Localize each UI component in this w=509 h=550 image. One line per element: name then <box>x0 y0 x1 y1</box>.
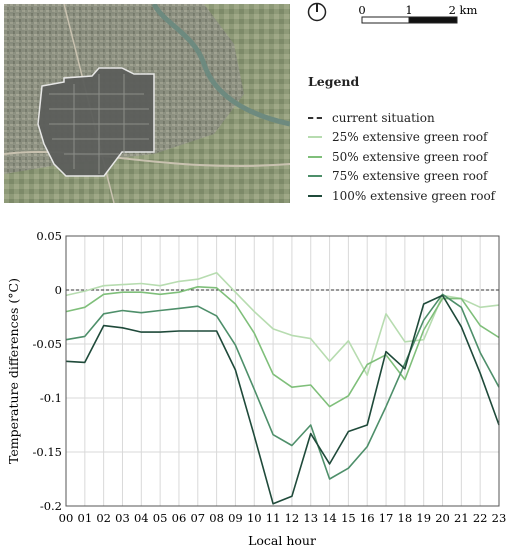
legend-swatch <box>308 194 322 197</box>
road-1 <box>4 150 290 168</box>
legend-label: 75% extensive green roof <box>332 169 488 184</box>
x-tick-label: 18 <box>398 511 413 525</box>
y-tick-label: 0.05 <box>36 229 62 243</box>
y-tick-label: -0.1 <box>40 391 62 405</box>
x-tick-label: 19 <box>416 511 431 525</box>
x-tick-label: 14 <box>322 511 337 525</box>
x-tick-label: 02 <box>96 511 111 525</box>
legend-swatch <box>308 136 322 139</box>
x-tick-label: 09 <box>228 511 243 525</box>
ticks: 00 01 02 03 04 05 06 07 08 09 10 11 12 13 14 15 16 17 18 19… <box>33 229 507 525</box>
legend-item-current: current situation <box>308 108 508 128</box>
x-tick-label: 23 <box>492 511 507 525</box>
y-tick-label: -0.05 <box>33 337 63 351</box>
legend-item-100: 100% extensive green roof <box>308 186 508 206</box>
legend-item-75: 75% extensive green roof <box>308 167 508 187</box>
x-tick-label: 17 <box>379 511 394 525</box>
x-tick-label: 16 <box>360 511 375 525</box>
legend-swatch <box>308 175 322 178</box>
x-tick-label: 08 <box>209 511 224 525</box>
legend-label: 100% extensive green roof <box>332 188 496 203</box>
y-tick-label: 0 <box>55 283 62 297</box>
x-tick-label: 22 <box>473 511 488 525</box>
river <box>151 4 290 127</box>
x-tick-label: 04 <box>134 511 149 525</box>
study-area <box>37 67 155 177</box>
scale-bar: 0 1 2 km <box>307 2 478 24</box>
scale-segment-black <box>408 16 458 24</box>
temperature-chart: 00 01 02 03 04 05 06 07 08 09 10 11 12 13 14 15 16 17 18 19… <box>6 229 507 548</box>
legend-swatch <box>308 155 322 158</box>
legend-item-25: 25% extensive green roof <box>308 128 508 148</box>
x-tick-label: 00 <box>59 511 74 525</box>
legend-item-50: 50% extensive green roof <box>308 147 508 167</box>
series-line-100-extensive-green-roof <box>65 294 500 505</box>
x-tick-label: 07 <box>190 511 205 525</box>
x-axis-label: Local hour <box>248 533 316 548</box>
x-tick-label: 06 <box>172 511 187 525</box>
x-tick-label: 21 <box>454 511 469 525</box>
series-line-75-extensive-green-roof <box>65 293 500 480</box>
grid <box>65 235 500 507</box>
y-tick-label: -0.2 <box>40 499 62 513</box>
aerial-map <box>4 4 290 203</box>
x-tick-label: 11 <box>266 511 281 525</box>
legend-label: current situation <box>332 110 435 125</box>
x-tick-label: 12 <box>285 511 300 525</box>
legend: Legend current situation 25% extensive g… <box>308 74 508 206</box>
y-axis-label: Temperature differences (°C) <box>6 278 21 464</box>
scale-label-2: 2 km <box>449 3 478 17</box>
legend-label: 50% extensive green roof <box>332 149 488 164</box>
plot-frame <box>65 235 500 507</box>
x-tick-label: 10 <box>247 511 262 525</box>
scale-segment-white <box>361 16 410 24</box>
x-tick-label: 15 <box>341 511 356 525</box>
x-tick-label: 03 <box>115 511 130 525</box>
north-arrow-icon <box>307 2 327 22</box>
legend-title: Legend <box>308 74 360 89</box>
x-tick-label: 05 <box>153 511 168 525</box>
legend-label: 25% extensive green roof <box>332 130 488 145</box>
scale-label-1: 1 <box>405 3 412 17</box>
series-group <box>65 271 500 505</box>
scale-label-0: 0 <box>358 3 365 17</box>
study-area-texture <box>49 74 149 174</box>
y-tick-label: -0.15 <box>33 445 63 459</box>
series-line-50-extensive-green-roof <box>65 285 500 408</box>
x-tick-label: 20 <box>435 511 450 525</box>
legend-swatch <box>308 116 322 119</box>
x-tick-label: 13 <box>303 511 318 525</box>
series-line-25-extensive-green-roof <box>65 271 500 377</box>
x-tick-label: 01 <box>78 511 93 525</box>
